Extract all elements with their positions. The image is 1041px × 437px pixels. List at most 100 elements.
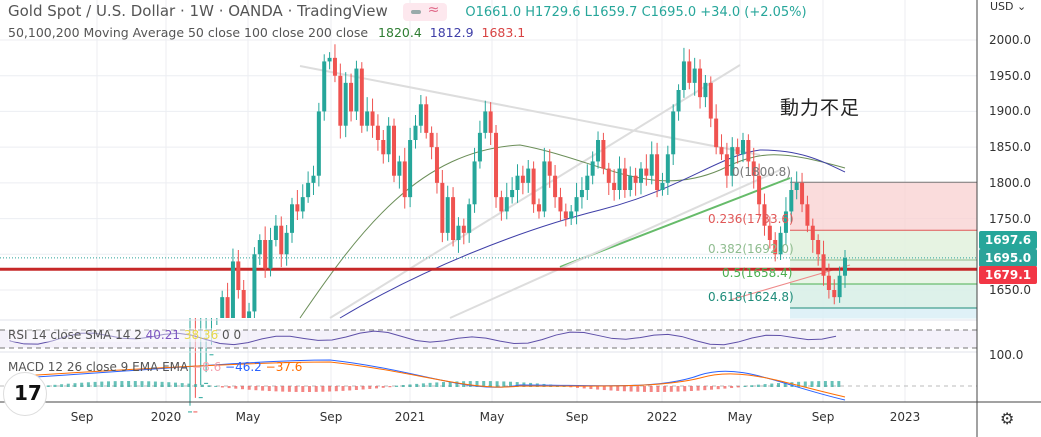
candle-body xyxy=(381,140,386,155)
macd-histogram-bar xyxy=(689,386,693,391)
macd-histogram-bar xyxy=(837,381,841,387)
candle-body xyxy=(461,225,466,233)
ma100-value: 1812.9 xyxy=(429,25,474,40)
candle-body xyxy=(542,161,547,212)
candle-body xyxy=(434,147,439,183)
macd-histogram-bar xyxy=(475,381,479,387)
candle-body xyxy=(247,311,252,318)
macd-histogram-bar xyxy=(301,386,305,392)
candle-body xyxy=(440,182,445,233)
candle-body xyxy=(536,204,541,212)
macd-histogram-bar xyxy=(730,386,734,389)
price-tick-label: 1750.0 xyxy=(989,211,1031,226)
macd-histogram-bar xyxy=(435,382,439,387)
macd-histogram-bar xyxy=(488,381,492,387)
price-tick-label: 1950.0 xyxy=(989,68,1031,83)
rsi-legend[interactable]: RSI 14 close SMA 14 2 40.21 38.36 0 0 xyxy=(8,328,242,342)
candle-body xyxy=(488,111,493,133)
time-tick-label: Sep xyxy=(565,410,589,424)
price-label: 1679.1 xyxy=(979,266,1037,284)
macd-histogram-bar xyxy=(783,382,787,387)
fib-zone xyxy=(790,308,977,319)
ma50-line xyxy=(299,144,846,319)
macd-histogram-bar xyxy=(281,386,285,392)
candle-body xyxy=(263,240,268,269)
candle-body xyxy=(714,118,719,148)
ma-legend[interactable]: 50,100,200 Moving Average 50 close 100 c… xyxy=(8,25,526,40)
candle-body xyxy=(821,254,826,276)
macd-histogram-bar xyxy=(643,386,646,392)
price-axis[interactable]: 2000.0 1950.0 1900.0 1850.0 1800.0 1750.0 1650… xyxy=(977,0,1041,437)
candle-body xyxy=(268,240,273,269)
candle-body xyxy=(692,68,697,83)
macd-histogram-bar xyxy=(442,382,445,387)
macd-histogram-bar xyxy=(502,381,506,387)
source: TradingView xyxy=(297,2,388,20)
candle-body xyxy=(569,211,574,219)
macd-histogram-bar xyxy=(368,386,372,389)
annotation-text[interactable]: 動力不足 xyxy=(780,97,861,119)
candle-body xyxy=(671,111,676,155)
market-status-badge[interactable]: ≈ xyxy=(402,2,447,21)
candle-body xyxy=(628,175,633,190)
candle-body xyxy=(359,68,364,126)
macd-histogram-bar xyxy=(388,386,392,388)
candle-body xyxy=(574,197,579,212)
interval[interactable]: 1W xyxy=(189,2,214,20)
currency-menu[interactable]: USD ⌄ xyxy=(990,0,1027,13)
chart-title-legend: Gold Spot / U.S. Dollar · 1W · OANDA · T… xyxy=(8,1,807,21)
dash-icon xyxy=(410,9,421,14)
candle-body xyxy=(826,275,831,290)
macd-histogram-bar xyxy=(468,381,472,387)
tradingview-logo[interactable]: 𝟭𝟳 xyxy=(3,372,47,416)
macd-histogram-bar xyxy=(649,386,653,392)
macd-value: −46.2 xyxy=(225,360,262,374)
macd-histogram-bar xyxy=(743,385,747,387)
macd-histogram-bar xyxy=(656,386,660,392)
candle-body xyxy=(698,68,703,98)
rsi-line xyxy=(9,330,837,346)
candle-body xyxy=(730,147,735,176)
trendline xyxy=(729,264,851,301)
macd-histogram-bar xyxy=(294,386,298,392)
candle-body xyxy=(311,175,316,183)
candle-body xyxy=(252,254,257,312)
candle-body xyxy=(429,132,434,148)
candle-body xyxy=(633,175,638,183)
macd-histogram-bar xyxy=(107,381,110,387)
macd-legend[interactable]: MACD 12 26 close 9 EMA EMA −8.6 −46.2 −3… xyxy=(8,360,303,374)
macd-histogram-bar xyxy=(247,386,251,390)
candle-body xyxy=(386,125,391,155)
macd-histogram-bar xyxy=(274,386,278,392)
symbol-name[interactable]: Gold Spot / U.S. Dollar xyxy=(8,2,176,20)
trendline xyxy=(449,169,781,319)
candle-body xyxy=(601,140,606,169)
price-label: 1697.6 xyxy=(979,231,1037,249)
candle-body xyxy=(649,154,654,176)
macd-histogram-bar xyxy=(569,386,573,388)
macd-histogram-bar xyxy=(421,383,425,387)
candle-body xyxy=(365,111,370,126)
candle-body xyxy=(402,161,407,198)
candle-body xyxy=(273,225,278,240)
candle-body xyxy=(687,61,692,83)
macd-histogram-bar xyxy=(455,381,459,387)
macd-histogram-bar xyxy=(756,384,760,387)
macd-histogram-bar xyxy=(629,386,633,392)
macd-histogram-bar xyxy=(683,386,687,392)
gear-icon[interactable]: ⚙ xyxy=(1000,409,1015,428)
macd-histogram-bar xyxy=(328,386,332,392)
candle-body xyxy=(290,204,295,233)
macd-histogram-bar xyxy=(113,381,117,387)
candle-body xyxy=(810,225,815,240)
fib-zone xyxy=(790,230,977,260)
candle-body xyxy=(590,161,595,176)
candle-body xyxy=(504,197,509,212)
candle-body xyxy=(805,204,810,226)
macd-histogram-bar xyxy=(428,382,432,387)
time-tick-label: May xyxy=(235,410,261,424)
candle-body xyxy=(579,190,584,198)
candle-body xyxy=(553,175,558,198)
macd-histogram-bar xyxy=(267,386,271,392)
